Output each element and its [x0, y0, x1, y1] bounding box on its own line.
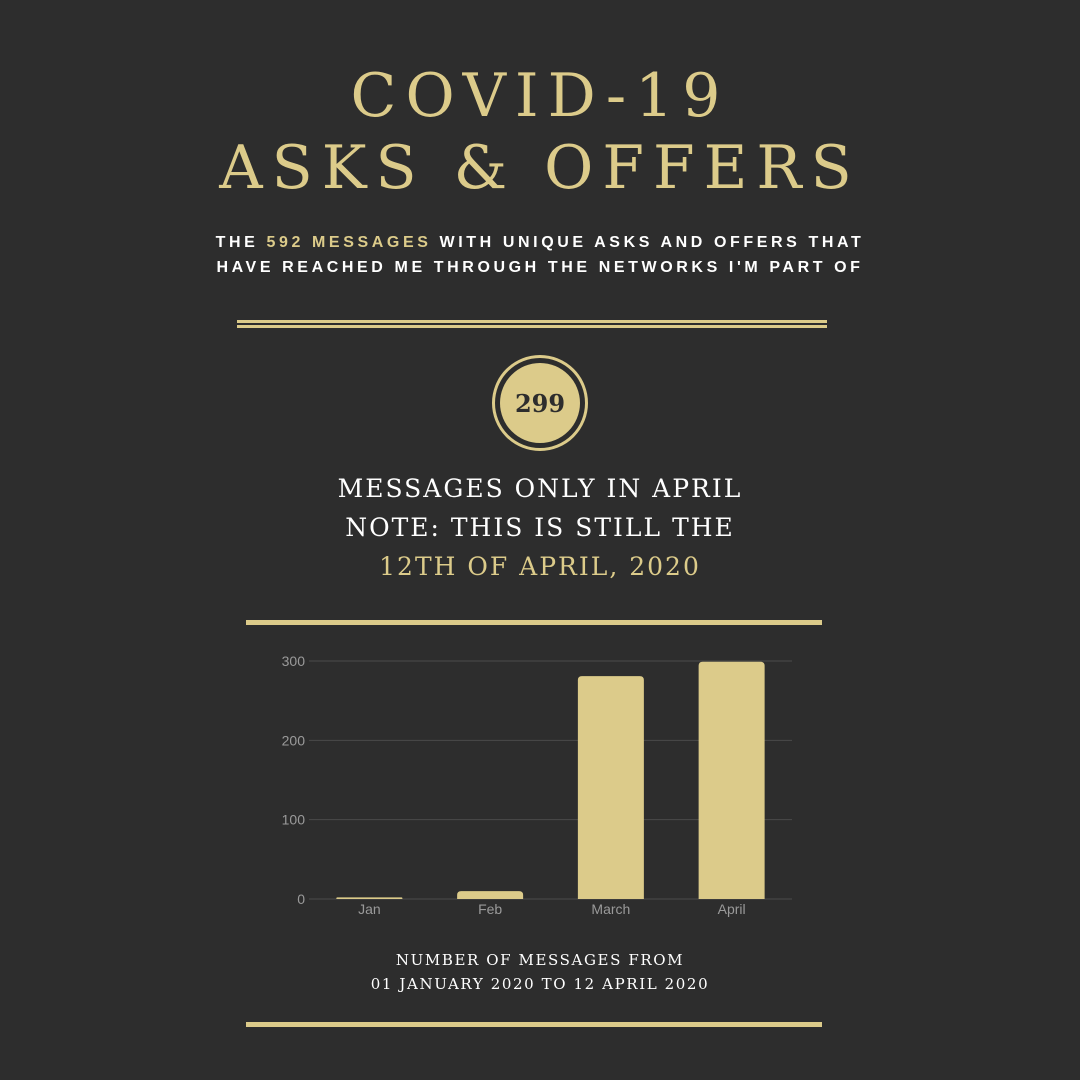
x-tick-label-april: April [718, 901, 746, 917]
bar-chart: 0 100 200 300 Jan Feb March April [282, 653, 792, 917]
subtitle-highlight: 592 MESSAGES [266, 234, 432, 251]
caption-line-2: 01 JANUARY 2020 TO 12 APRIL 2020 [370, 975, 710, 993]
y-tick-label: 200 [282, 732, 306, 748]
bar-jan [336, 897, 403, 899]
double-rule-bottom [237, 325, 827, 328]
bar-april [698, 661, 765, 899]
caption-line-1: NUMBER OF MESSAGES FROM [395, 951, 685, 969]
subtitle-prefix: THE [215, 234, 267, 251]
subtitle-line-2: HAVE REACHED ME THROUGH THE NETWORKS I'M… [216, 259, 864, 276]
note-line-3: 12TH OF APRIL, 2020 [379, 552, 701, 581]
rule-above-chart [246, 620, 822, 625]
x-tick-label-march: March [591, 901, 630, 917]
note-line-2: NOTE: THIS IS STILL THE [345, 513, 735, 542]
x-tick-label-jan: Jan [358, 901, 381, 917]
title-line-1: COVID-19 [350, 61, 730, 131]
subtitle-line-1: THE 592 MESSAGES WITH UNIQUE ASKS AND OF… [0, 235, 1080, 251]
bar-march [577, 676, 644, 899]
y-tick-label: 100 [282, 812, 306, 828]
y-tick-label: 300 [282, 653, 306, 669]
x-tick-label-feb: Feb [478, 901, 502, 917]
rule-bottom [246, 1022, 822, 1027]
bar-feb [457, 891, 524, 899]
count-badge: 299 [492, 355, 588, 451]
note-line-1: MESSAGES ONLY IN APRIL [337, 474, 743, 503]
double-rule-top [237, 320, 827, 323]
count-badge-value: 299 [500, 363, 580, 443]
y-tick-label: 0 [297, 891, 305, 907]
subtitle-rest: WITH UNIQUE ASKS AND OFFERS THAT [431, 234, 865, 251]
title-line-2: ASKS & OFFERS [219, 133, 861, 203]
